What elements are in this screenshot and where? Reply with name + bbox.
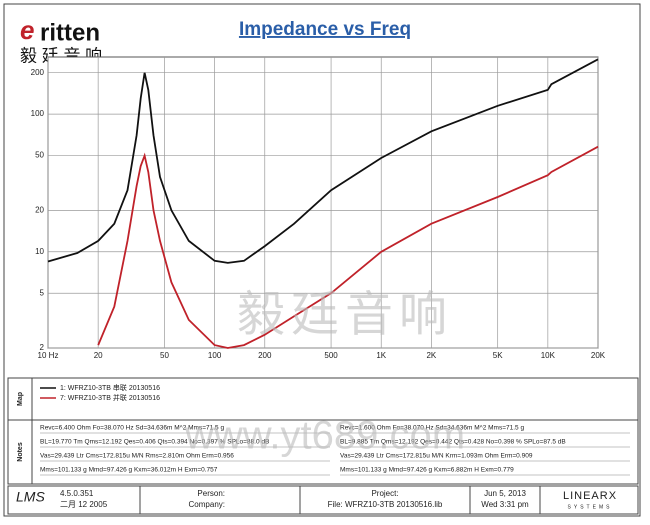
time: Wed 3:31 pm (481, 500, 529, 509)
company: Company: (189, 500, 225, 509)
series-line (97, 145, 599, 349)
x-tick-label: 1K (376, 351, 386, 360)
person: Person: (197, 489, 225, 498)
footer (7, 485, 639, 515)
note-line: BL=9.885 Tm Qms=12.192 Qes=0.442 Qts=0.4… (340, 439, 566, 446)
legend-label: 1: WFRZ10-3TB 串联 20130516 (60, 383, 160, 392)
vendor-sub: SYSTEMS (568, 504, 613, 510)
x-tick-label: 20K (591, 351, 606, 360)
note-line: BL=19.770 Tm Qms=12.192 Qes=0.406 Qts=0.… (40, 439, 269, 446)
notes: Revc=6.400 Ohm Fo=38.070 Hz Sd=34.636m M… (40, 425, 630, 476)
y-tick-label: 10 (35, 247, 44, 256)
y-tick-label: 100 (31, 109, 45, 118)
x-tick-label: 10K (541, 351, 556, 360)
x-tick-label: 50 (160, 351, 169, 360)
build-date: 二月 12 2005 (60, 500, 108, 509)
x-tick-label: 500 (324, 351, 338, 360)
notes-label: Notes (17, 442, 24, 462)
project: Project: (371, 489, 398, 498)
vendor: LINEARX (563, 490, 617, 502)
note-line: Mms=101.133 g Mmd=97.426 g Kxm=36.012m H… (40, 467, 218, 474)
y-tick-label: 200 (31, 68, 45, 77)
x-tick-label: 200 (258, 351, 272, 360)
note-line: Revc=1.600 Ohm Fo=38.070 Hz Sd=34.636m M… (340, 425, 524, 432)
logo: ritten (40, 19, 100, 46)
footer-brand: LMS (16, 489, 45, 505)
map-label: Map (17, 392, 24, 406)
note-line: Revc=6.400 Ohm Fo=38.070 Hz Sd=34.636m M… (40, 425, 224, 432)
watermark-url: www.yt689.com (184, 414, 465, 458)
map-panel (7, 377, 639, 421)
x-tick-label: 20 (94, 351, 103, 360)
version: 4.5.0.351 (60, 489, 94, 498)
x-tick-label: 10 Hz (38, 351, 59, 360)
note-line: Mms=101.133 g Mmd=97.426 g Kxm=6.882m H … (340, 467, 514, 474)
y-tick-label: 2 (40, 343, 45, 352)
file: File: WFRZ10-3TB 20130516.lib (328, 500, 443, 509)
logo-e: e (20, 15, 34, 45)
notes-panel (7, 419, 639, 485)
date: Jun 5, 2013 (484, 489, 526, 498)
x-tick-label: 2K (426, 351, 436, 360)
x-tick-label: 5K (493, 351, 503, 360)
legend-label: 7: WFRZ10-3TB 并联 20130516 (60, 393, 160, 402)
x-tick-label: 100 (208, 351, 222, 360)
plot: 10 Hz 20 50 100 200 500 1K 2K 5K 10K 20K 2 5 10 20 50 10… (31, 57, 606, 360)
y-tick-label: 5 (40, 288, 45, 297)
chart-title: Impedance vs Freq (239, 19, 411, 40)
y-tick-label: 20 (35, 205, 44, 214)
y-tick-label: 50 (35, 151, 44, 160)
watermark: 毅廷音响 (237, 289, 453, 342)
note-line: Vas=29.439 Ltr Cms=172.815u M/N Krm=1.09… (340, 453, 533, 460)
series-line (47, 58, 599, 264)
note-line: Vas=29.439 Ltr Cms=172.815u M/N Rms=2.81… (40, 453, 234, 460)
